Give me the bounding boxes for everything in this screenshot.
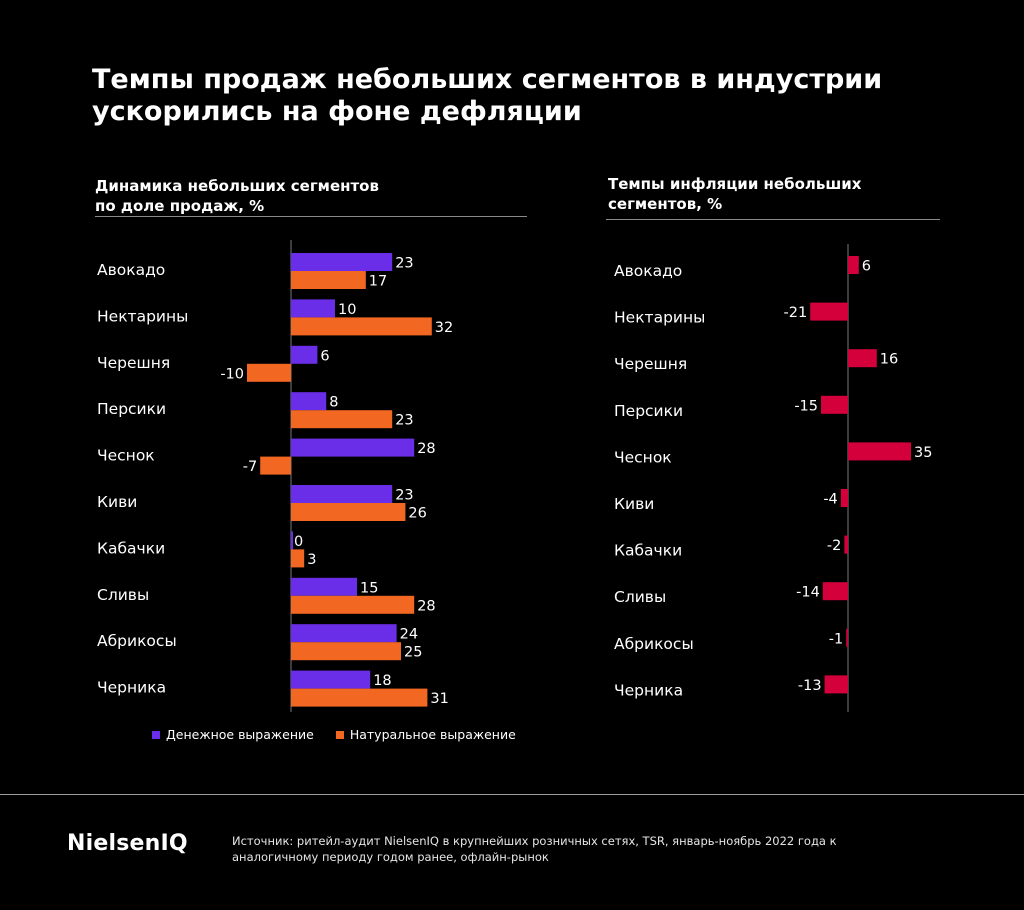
right-category-label: Сливы: [614, 588, 666, 606]
right-chart-title: Темпы инфляции небольших сегментов, %: [608, 175, 862, 213]
bar-inflation: [840, 489, 848, 507]
data-label-money: 23: [395, 256, 413, 272]
bar-money: [291, 345, 318, 364]
left-title-rule: [95, 216, 527, 217]
bar-money: [291, 299, 335, 318]
footer-divider: [0, 794, 1024, 795]
data-label-natural: 3: [307, 552, 316, 568]
left-chart-title: Динамика небольших сегментов по доле про…: [95, 177, 379, 215]
bar-natural: [291, 642, 401, 661]
legend-label-natural: Натуральное выражение: [349, 727, 516, 742]
bar-natural: [291, 503, 406, 521]
data-label-money: 24: [400, 627, 418, 643]
legend: Денежное выражение Натуральное выражение: [152, 727, 530, 742]
left-category-label: Кабачки: [97, 539, 165, 557]
bar-inflation: [824, 675, 848, 694]
bar-money: [291, 392, 327, 411]
data-label-inflation: -13: [798, 678, 822, 694]
bar-inflation: [848, 349, 877, 368]
legend-label-money: Денежное выражение: [166, 727, 314, 742]
bar-money: [291, 253, 393, 271]
right-category-label: Нектарины: [614, 309, 705, 327]
data-label-money: 0: [294, 534, 303, 550]
data-label-money: 28: [417, 441, 435, 457]
bar-inflation: [848, 442, 911, 461]
left-category-label: Сливы: [97, 586, 149, 604]
data-label-inflation: -15: [794, 398, 818, 414]
legend-item-natural: Натуральное выражение: [335, 727, 516, 742]
data-label-money: 10: [338, 302, 356, 318]
bar-natural: [260, 456, 291, 475]
data-label-money: 15: [360, 580, 378, 596]
page-title: Темпы продаж небольших сегментов в индус…: [92, 64, 883, 127]
bar-money: [291, 438, 415, 457]
right-category-label: Черешня: [614, 355, 687, 373]
data-label-inflation: -21: [784, 305, 808, 321]
data-label-natural: 28: [417, 598, 435, 614]
bar-inflation: [821, 395, 848, 414]
nielseniq-logo: NielsenIQ: [67, 831, 188, 856]
right-category-label: Персики: [614, 402, 683, 420]
right-category-label: Кабачки: [614, 542, 682, 560]
right-category-label: Черника: [614, 681, 683, 699]
bar-money: [291, 624, 397, 643]
bar-natural: [291, 549, 305, 568]
left-category-label: Нектарины: [97, 307, 188, 325]
source-note: Источник: ритейл-аудит NielsenIQ в крупн…: [232, 834, 837, 864]
data-label-inflation: 6: [862, 259, 871, 275]
legend-item-money: Денежное выражение: [152, 727, 314, 742]
bar-money: [291, 670, 371, 689]
left-category-label: Авокадо: [97, 261, 165, 279]
legend-swatch-natural: [335, 730, 344, 739]
bar-natural: [291, 595, 415, 614]
data-label-natural: 23: [395, 413, 413, 429]
bar-inflation: [846, 628, 848, 647]
data-label-natural: 25: [404, 645, 422, 661]
left-category-label: Чеснок: [97, 447, 155, 465]
data-label-natural: -7: [243, 459, 257, 475]
data-label-money: 18: [373, 673, 391, 689]
bar-money: [291, 485, 393, 503]
data-label-natural: 32: [435, 320, 453, 336]
data-label-money: 8: [329, 395, 338, 411]
bar-natural: [291, 688, 428, 707]
data-label-money: 23: [395, 488, 413, 504]
bar-natural: [291, 317, 432, 336]
right-category-label: Киви: [614, 495, 654, 513]
data-label-inflation: 16: [880, 352, 898, 368]
right-title-rule: [606, 219, 940, 220]
left-category-label: Черника: [97, 679, 166, 697]
left-category-label: Персики: [97, 400, 166, 418]
bar-money: [291, 531, 293, 550]
right-category-label: Авокадо: [614, 262, 682, 280]
bar-natural: [247, 363, 291, 382]
right-category-label: Чеснок: [614, 448, 672, 466]
data-label-natural: 31: [430, 691, 448, 707]
bar-inflation: [848, 256, 859, 274]
bar-inflation: [822, 582, 848, 601]
bar-natural: [291, 410, 393, 429]
data-label-inflation: -4: [823, 492, 837, 508]
bar-inflation: [844, 535, 848, 554]
data-label-natural: 17: [369, 274, 387, 290]
data-label-inflation: -14: [796, 585, 820, 601]
bar-inflation: [810, 302, 848, 321]
right-category-label: Абрикосы: [614, 635, 694, 653]
legend-swatch-money: [152, 730, 160, 739]
data-label-inflation: 35: [914, 445, 932, 461]
data-label-money: 6: [320, 348, 329, 364]
data-label-natural: 26: [408, 506, 426, 522]
data-label-inflation: -2: [827, 538, 841, 554]
left-category-label: Киви: [97, 493, 137, 511]
bar-natural: [291, 271, 366, 289]
data-label-natural: -10: [220, 366, 244, 382]
left-category-label: Абрикосы: [97, 632, 177, 650]
data-label-inflation: -1: [829, 631, 843, 647]
left-category-label: Черешня: [97, 354, 170, 372]
bar-money: [291, 577, 357, 596]
